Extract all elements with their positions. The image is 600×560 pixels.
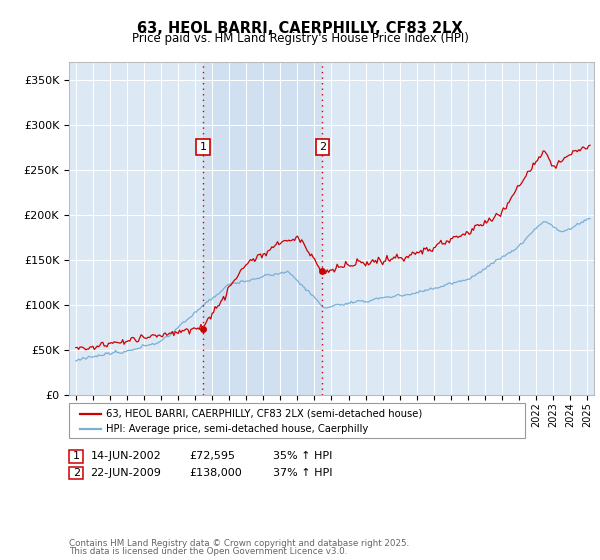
Text: £138,000: £138,000 xyxy=(189,468,242,478)
Text: This data is licensed under the Open Government Licence v3.0.: This data is licensed under the Open Gov… xyxy=(69,547,347,556)
Text: 2: 2 xyxy=(319,142,326,152)
Text: 63, HEOL BARRI, CAERPHILLY, CF83 2LX (semi-detached house): 63, HEOL BARRI, CAERPHILLY, CF83 2LX (se… xyxy=(106,409,422,419)
Text: 14-JUN-2002: 14-JUN-2002 xyxy=(91,451,161,461)
Text: 22-JUN-2009: 22-JUN-2009 xyxy=(91,468,161,478)
Text: 63, HEOL BARRI, CAERPHILLY, CF83 2LX: 63, HEOL BARRI, CAERPHILLY, CF83 2LX xyxy=(137,21,463,36)
Text: 37% ↑ HPI: 37% ↑ HPI xyxy=(273,468,332,478)
Text: 2: 2 xyxy=(73,468,80,478)
Text: 1: 1 xyxy=(199,142,206,152)
Bar xyxy=(203,62,322,395)
Text: HPI: Average price, semi-detached house, Caerphilly: HPI: Average price, semi-detached house,… xyxy=(106,424,368,434)
Text: 35% ↑ HPI: 35% ↑ HPI xyxy=(273,451,332,461)
Text: 1: 1 xyxy=(73,451,80,461)
Text: Price paid vs. HM Land Registry's House Price Index (HPI): Price paid vs. HM Land Registry's House … xyxy=(131,32,469,45)
Text: £72,595: £72,595 xyxy=(189,451,235,461)
Text: Contains HM Land Registry data © Crown copyright and database right 2025.: Contains HM Land Registry data © Crown c… xyxy=(69,539,409,548)
